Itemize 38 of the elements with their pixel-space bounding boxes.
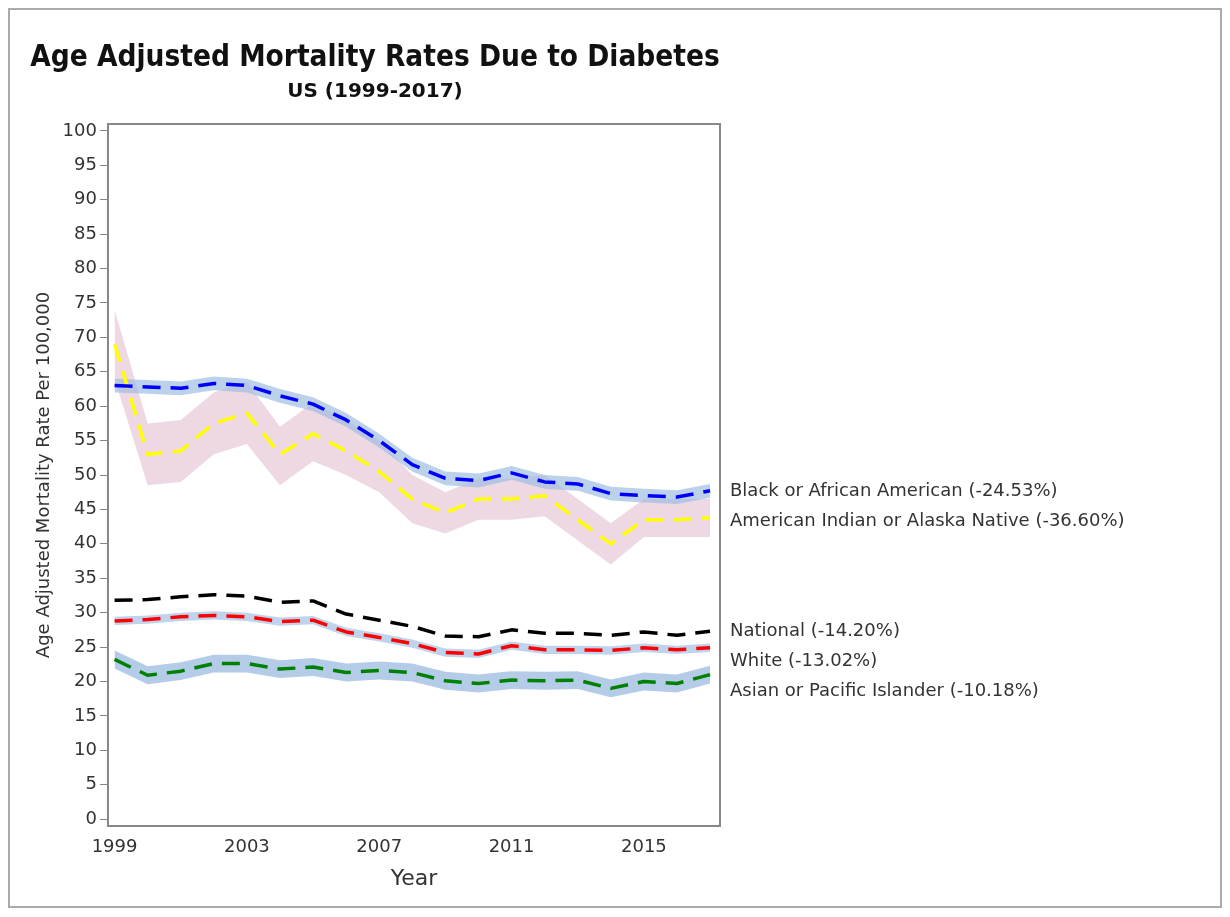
x-tick-label: 1999 xyxy=(91,835,138,857)
line-series xyxy=(112,342,712,546)
x-tick-label: 2015 xyxy=(621,835,667,857)
line-series xyxy=(112,657,712,691)
y-tick-label: 90 xyxy=(74,187,97,209)
y-tick-label: 60 xyxy=(74,393,97,415)
line-series xyxy=(112,593,712,639)
chart-subtitle: US (1999-2017) xyxy=(287,78,463,103)
series-label: Asian or Pacific Islander (-10.18%) xyxy=(730,678,1039,700)
y-tick-label: 80 xyxy=(74,256,97,278)
x-tick-label: 2007 xyxy=(356,835,403,857)
x-tick-label: 2011 xyxy=(488,835,535,857)
y-tick-label: 30 xyxy=(74,600,97,622)
chart-title: Age Adjusted Mortality Rates Due to Diabetes xyxy=(30,38,720,74)
x-tick-label: 2003 xyxy=(224,835,270,857)
y-tick-label: 95 xyxy=(74,152,97,174)
y-tick-label: 100 xyxy=(62,118,97,140)
series-label: National (-14.20%) xyxy=(730,618,900,640)
y-tick-label: 40 xyxy=(74,531,97,553)
series-label: American Indian or Alaska Native (-36.60%) xyxy=(730,508,1125,530)
x-axis-title: Year xyxy=(389,864,439,890)
y-tick-label: 55 xyxy=(74,428,97,450)
y-tick-label: 10 xyxy=(74,737,97,759)
y-tick-label: 5 xyxy=(85,772,97,794)
y-tick-label: 25 xyxy=(74,634,97,656)
y-tick-label: 15 xyxy=(74,703,97,725)
y-axis-title: Age Adjusted Mortality Rate Per 100,000 xyxy=(32,291,54,659)
y-tick-label: 20 xyxy=(74,669,97,691)
series-label: Black or African American (-24.53%) xyxy=(730,478,1058,500)
y-tick-label: 70 xyxy=(74,325,97,347)
y-tick-label: 85 xyxy=(74,221,97,243)
y-tick-label: 75 xyxy=(74,290,97,312)
y-tick-label: 45 xyxy=(74,497,97,519)
y-tick-label: 50 xyxy=(74,462,97,484)
y-tick-label: 0 xyxy=(85,806,97,828)
y-tick-label: 65 xyxy=(74,359,97,381)
y-tick-label: 35 xyxy=(74,565,97,587)
series-label: White (-13.02%) xyxy=(730,648,878,670)
